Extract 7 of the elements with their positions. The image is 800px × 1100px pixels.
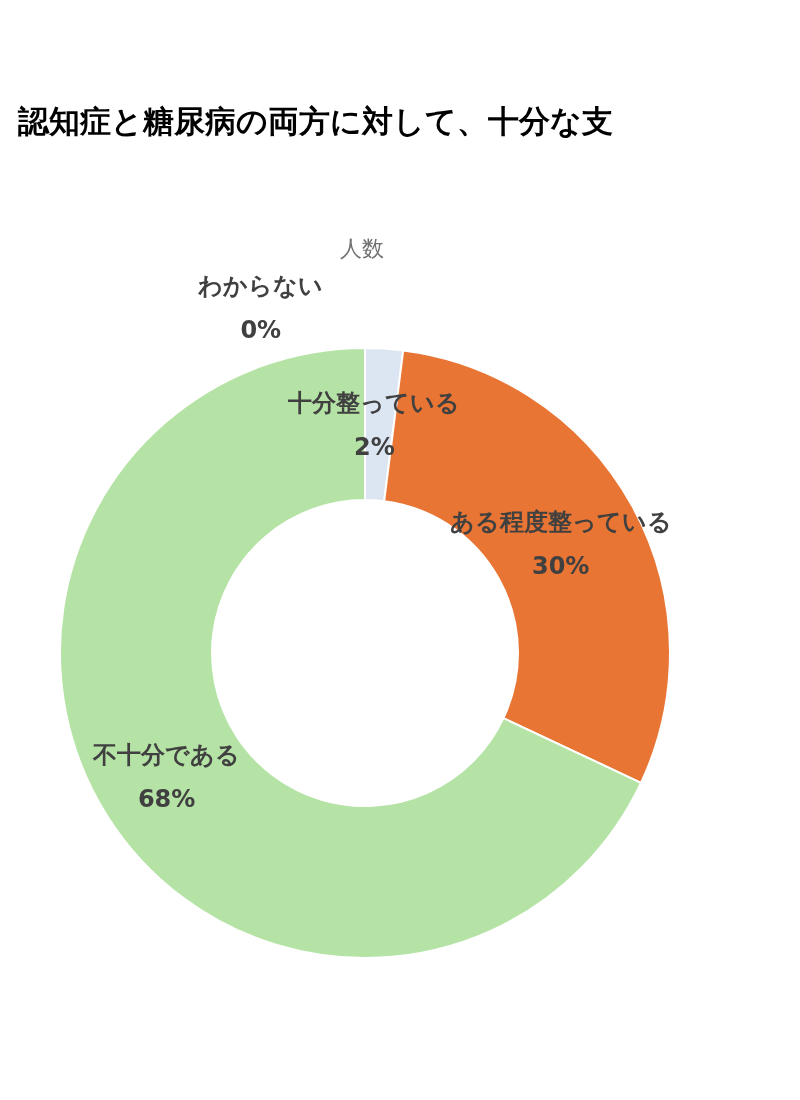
data-label: 30% bbox=[531, 551, 590, 580]
slice-label: 不十分である bbox=[92, 740, 241, 769]
category-label: わからない bbox=[198, 271, 324, 300]
chart-title: 認知症と糖尿病の両方に対して、十分な支 bbox=[18, 102, 613, 141]
data-label: 68% bbox=[137, 784, 196, 813]
chart-subtitle: 人数 bbox=[340, 236, 384, 261]
text: 0% bbox=[240, 315, 282, 344]
